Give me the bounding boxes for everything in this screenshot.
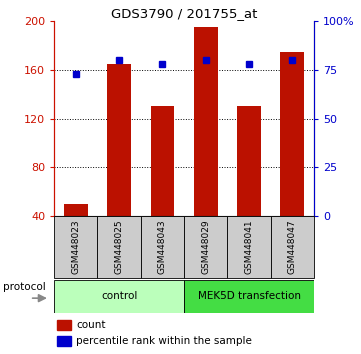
Bar xyxy=(194,27,218,216)
Bar xyxy=(97,216,141,278)
Bar xyxy=(151,107,174,216)
Text: GSM448029: GSM448029 xyxy=(201,219,210,274)
Text: MEK5D transfection: MEK5D transfection xyxy=(197,291,301,302)
Bar xyxy=(280,52,304,216)
Bar xyxy=(184,216,227,278)
Bar xyxy=(57,320,71,330)
Bar xyxy=(54,216,97,278)
Text: percentile rank within the sample: percentile rank within the sample xyxy=(76,336,252,346)
Bar xyxy=(271,216,314,278)
Text: GSM448041: GSM448041 xyxy=(245,219,253,274)
Bar xyxy=(107,64,131,216)
Bar xyxy=(184,280,314,313)
Text: GSM448023: GSM448023 xyxy=(71,219,80,274)
Text: control: control xyxy=(101,291,137,302)
Bar xyxy=(57,336,71,346)
Text: count: count xyxy=(76,320,106,330)
Bar xyxy=(64,204,88,216)
Text: GSM448047: GSM448047 xyxy=(288,219,297,274)
Bar xyxy=(54,280,184,313)
Bar xyxy=(227,216,271,278)
Title: GDS3790 / 201755_at: GDS3790 / 201755_at xyxy=(111,7,257,20)
Text: protocol: protocol xyxy=(3,282,45,292)
Text: GSM448043: GSM448043 xyxy=(158,219,167,274)
Bar xyxy=(141,216,184,278)
Bar xyxy=(237,107,261,216)
Text: GSM448025: GSM448025 xyxy=(115,219,123,274)
